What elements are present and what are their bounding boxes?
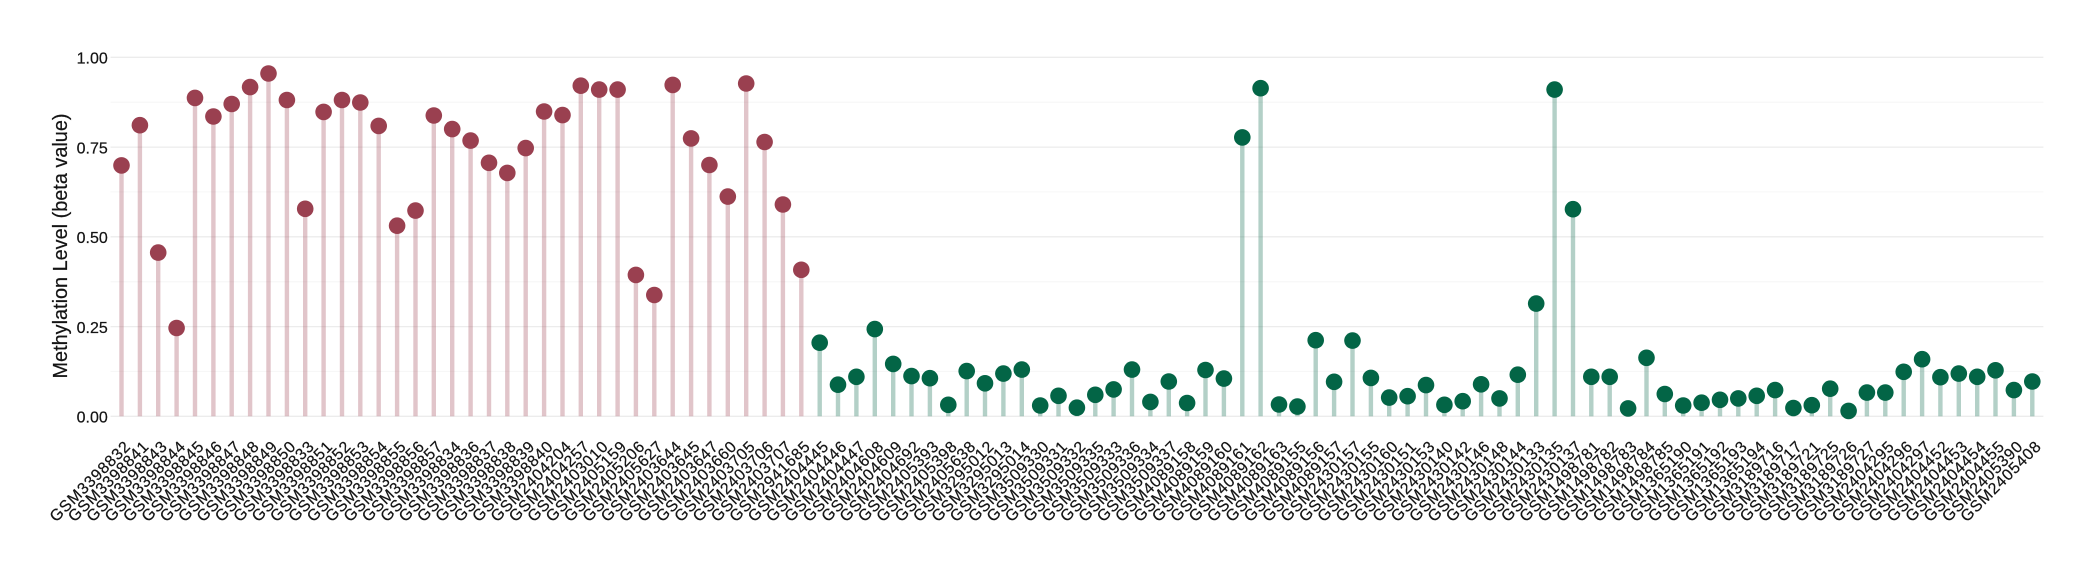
- svg-text:0.50: 0.50: [77, 230, 108, 247]
- svg-text:Methylation Level (beta value): Methylation Level (beta value): [50, 114, 72, 379]
- svg-text:0.00: 0.00: [77, 410, 108, 427]
- svg-text:0.75: 0.75: [77, 141, 108, 158]
- svg-text:1.00: 1.00: [77, 51, 108, 68]
- svg-text:0.25: 0.25: [77, 320, 108, 337]
